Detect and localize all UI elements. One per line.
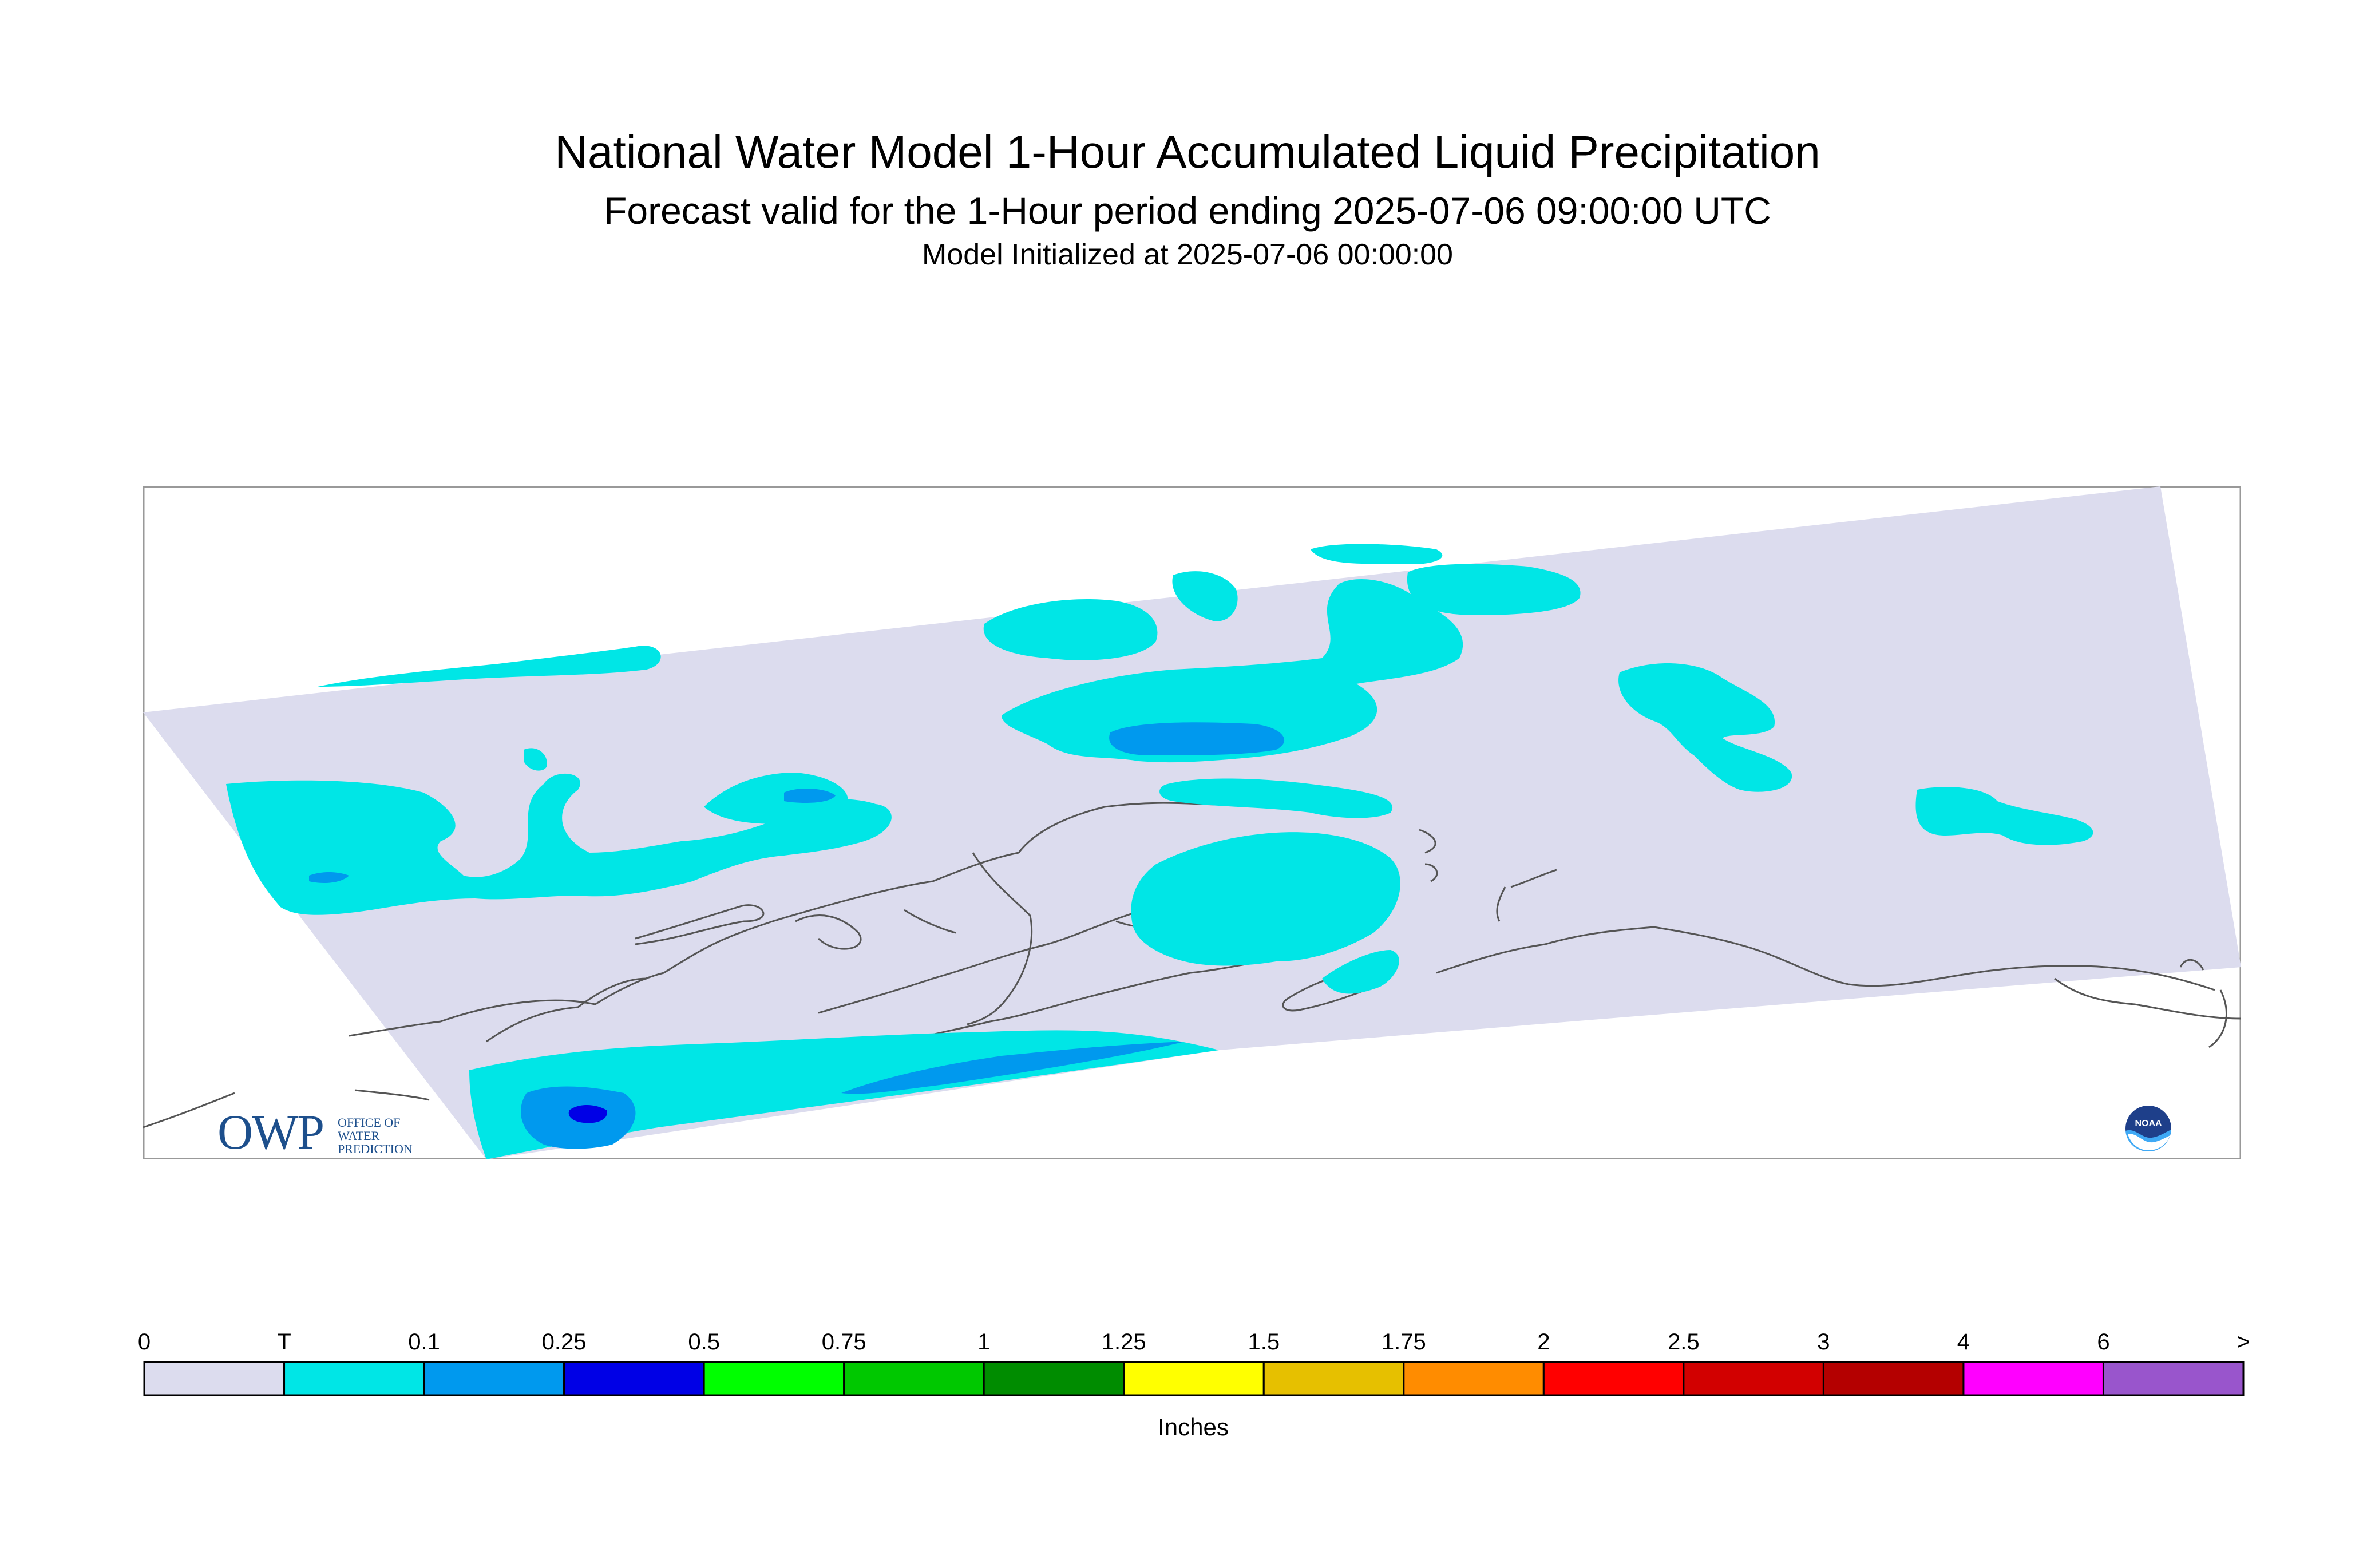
legend-tick-label: 2	[1537, 1329, 1550, 1355]
owp-logo-subtitle: OFFICE OF WATER PREDICTION	[338, 1116, 413, 1155]
legend-color-box	[983, 1361, 1125, 1396]
legend-tick-label: 4	[1957, 1329, 1970, 1355]
precipitation-map	[143, 486, 2241, 1159]
legend-tick-label: 0	[138, 1329, 151, 1355]
owp-sub-line: WATER	[338, 1129, 380, 1143]
legend-color-box	[143, 1361, 286, 1396]
precip-legend: 0 T 0.1 0.25 0.5 0.75 1 1.25 1.5 1.75 2 2.5 3 4 6 > Inc…	[138, 1329, 2250, 1440]
legend-unit-label: Inches	[1158, 1413, 1229, 1440]
noaa-logo-icon: NOAA	[2125, 1106, 2171, 1151]
legend-color-box	[1683, 1361, 1824, 1396]
owp-sub-line: OFFICE OF	[338, 1115, 401, 1130]
model-init-text: Model Initialized at 2025-07-06 00:00:00	[922, 238, 1453, 271]
legend-color-box	[1123, 1361, 1265, 1396]
precip-trace-areas	[226, 544, 2093, 1159]
model-domain	[143, 486, 2241, 1159]
legend-tick-label: 1.5	[1248, 1329, 1280, 1355]
legend-tick-label: 0.1	[408, 1329, 440, 1355]
map-title: National Water Model 1-Hour Accumulated …	[555, 126, 1820, 177]
precip-light-areas	[309, 722, 1285, 1149]
noaa-logo-text: NOAA	[2135, 1119, 2162, 1129]
owp-logo: OWP	[217, 1104, 324, 1159]
precip-heavy-areas	[568, 1105, 607, 1123]
legend-tick-label: 1.75	[1382, 1329, 1426, 1355]
legend-tick-label: 2.5	[1668, 1329, 1700, 1355]
owp-sub-line: PREDICTION	[338, 1142, 413, 1157]
legend-color-box	[563, 1361, 705, 1396]
legend-tick-label: >	[2237, 1329, 2250, 1355]
legend-tick-label: 3	[1817, 1329, 1830, 1355]
legend-color-box	[1403, 1361, 1545, 1396]
legend-color-box	[1262, 1361, 1405, 1396]
legend-tick-label: 0.75	[822, 1329, 866, 1355]
legend-tick-label: 6	[2097, 1329, 2109, 1355]
legend-tick-label: 1.25	[1102, 1329, 1146, 1355]
legend-tick-label: T	[277, 1329, 291, 1355]
legend-tick-label: 0.5	[688, 1329, 720, 1355]
map-subtitle: Forecast valid for the 1-Hour period end…	[604, 189, 1771, 232]
legend-color-box	[1822, 1361, 1965, 1396]
legend-color-box	[423, 1361, 565, 1396]
legend-color-box	[843, 1361, 985, 1396]
legend-color-box	[1962, 1361, 2104, 1396]
map-frame	[143, 486, 2241, 1159]
legend-color-box	[283, 1361, 425, 1396]
legend-tick-label: 0.25	[542, 1329, 587, 1355]
legend-color-box	[1542, 1361, 1685, 1396]
legend-color-box	[703, 1361, 845, 1396]
legend-tick-label: 1	[977, 1329, 990, 1355]
legend-color-box	[2102, 1361, 2245, 1396]
